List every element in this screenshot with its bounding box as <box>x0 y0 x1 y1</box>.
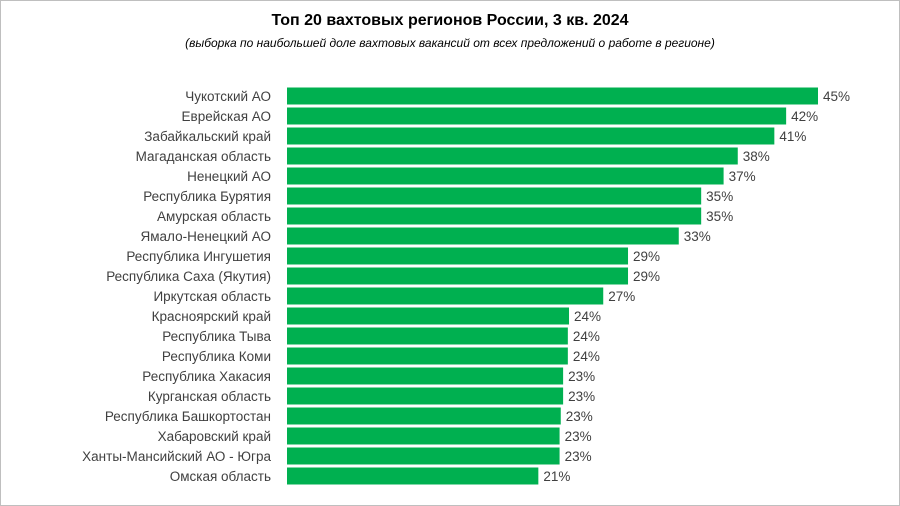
bar <box>287 207 702 225</box>
category-label: Забайкальский край <box>144 129 271 144</box>
bars-layer <box>287 87 818 485</box>
bar <box>287 107 787 125</box>
data-label: 35% <box>706 189 733 204</box>
category-label: Иркутская область <box>153 289 271 304</box>
bar <box>287 387 564 405</box>
category-labels: Чукотский АО Еврейская АО Забайкальский кр… <box>82 89 271 484</box>
category-label: Магаданская область <box>136 149 271 164</box>
bar <box>287 147 738 165</box>
bar <box>287 327 568 345</box>
chart-subtitle: (выборка по наибольшей доле вахтовых вак… <box>185 36 715 50</box>
category-label: Республика Саха (Якутия) <box>106 269 271 284</box>
value-labels: 45% 42% 41% 38% 37% 35% 35% 33% 29% 29% 27% 24% 24% 2… <box>543 89 850 484</box>
bar <box>287 407 561 425</box>
data-label: 41% <box>779 129 806 144</box>
bar <box>287 167 724 185</box>
bar <box>287 287 604 305</box>
bar <box>287 247 629 265</box>
category-label: Хабаровский край <box>158 429 271 444</box>
chart-title: Топ 20 вахтовых регионов России, 3 кв. 2… <box>271 12 629 29</box>
category-label: Республика Бурятия <box>143 189 271 204</box>
data-label: 27% <box>608 289 635 304</box>
bar <box>287 347 568 365</box>
bar <box>287 427 560 445</box>
category-label: Республика Хакасия <box>142 369 271 384</box>
data-label: 33% <box>684 229 711 244</box>
data-label: 24% <box>574 309 601 324</box>
data-label: 23% <box>568 389 595 404</box>
data-label: 24% <box>573 349 600 364</box>
category-label: Еврейская АО <box>182 109 271 124</box>
data-label: 38% <box>743 149 770 164</box>
data-label: 37% <box>729 169 756 184</box>
category-label: Чукотский АО <box>185 89 271 104</box>
bar <box>287 447 560 465</box>
category-label: Омская область <box>170 469 271 484</box>
category-label: Красноярский край <box>152 309 271 324</box>
data-label: 23% <box>568 369 595 384</box>
bar <box>287 307 570 325</box>
category-label: Республика Коми <box>162 349 271 364</box>
data-label: 45% <box>823 89 850 104</box>
data-label: 29% <box>633 269 660 284</box>
data-label: 23% <box>565 449 592 464</box>
data-label: 29% <box>633 249 660 264</box>
data-label: 21% <box>543 469 570 484</box>
bar <box>287 127 775 145</box>
category-label: Ямало-Ненецкий АО <box>141 229 271 244</box>
bar <box>287 187 702 205</box>
category-label: Республика Тыва <box>162 329 271 344</box>
data-label: 35% <box>706 209 733 224</box>
category-label: Республика Ингушетия <box>126 249 271 264</box>
category-label: Амурская область <box>157 209 271 224</box>
data-label: 23% <box>565 429 592 444</box>
bar <box>287 87 818 105</box>
bar <box>287 267 629 285</box>
data-label: 24% <box>573 329 600 344</box>
bar <box>287 467 539 485</box>
category-label: Курганская область <box>148 389 271 404</box>
bar <box>287 367 564 385</box>
category-label: Ханты-Мансийский АО - Югра <box>82 449 271 464</box>
category-label: Республика Башкортостан <box>105 409 271 424</box>
category-label: Ненецкий АО <box>187 169 271 184</box>
data-label: 23% <box>566 409 593 424</box>
bar <box>287 227 679 245</box>
data-label: 42% <box>791 109 818 124</box>
